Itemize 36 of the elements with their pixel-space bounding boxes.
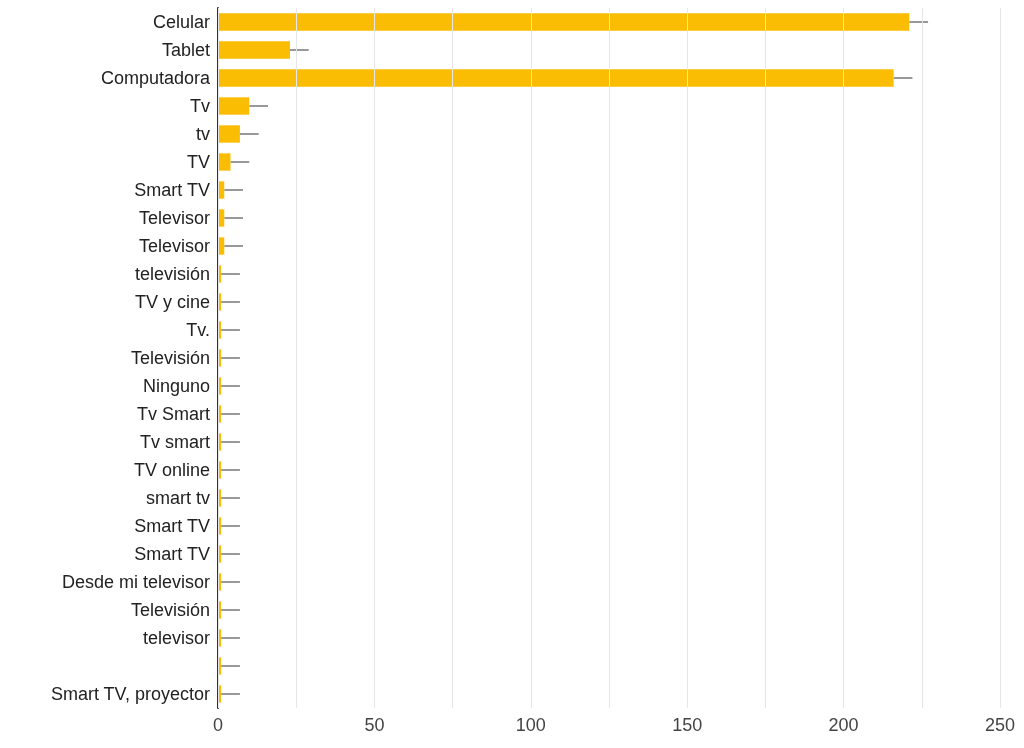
- x-tick-label: 100: [515, 715, 546, 735]
- y-tick-label: Celular: [152, 12, 210, 32]
- y-tick-label: Smart TV: [134, 544, 210, 564]
- y-tick-label: televisor: [142, 628, 210, 648]
- x-tick-label: 150: [672, 715, 703, 735]
- bar: [218, 97, 250, 115]
- y-tick-label: televisión: [134, 264, 210, 284]
- x-tick-label: 250: [984, 715, 1016, 735]
- bar: [218, 13, 910, 31]
- y-tick-label: Smart TV: [134, 180, 210, 200]
- y-tick-label: Tv Smart: [136, 404, 210, 424]
- y-tick-label: Computadora: [100, 68, 211, 88]
- y-tick-label: Smart TV, proyector: [50, 684, 210, 704]
- y-tick-label: tv: [195, 124, 210, 144]
- y-tick-label: smart tv: [145, 488, 210, 508]
- y-tick-label: TV online: [133, 460, 210, 480]
- y-tick-label: TV: [186, 152, 210, 172]
- bar: [218, 69, 894, 87]
- y-tick-label: Ninguno: [142, 376, 210, 396]
- y-tick-label: Smart TV: [134, 516, 210, 536]
- bar: [218, 153, 231, 171]
- y-tick-label: Tv smart: [140, 432, 210, 452]
- y-tick-label: Desde mi televisor: [61, 572, 210, 592]
- y-tick-label: Tv.: [186, 320, 210, 340]
- x-tick-label: 0: [212, 715, 224, 735]
- y-tick-label: Televisor: [138, 236, 210, 256]
- y-tick-label: Tv: [190, 96, 210, 116]
- bar: [218, 125, 240, 143]
- y-tick-label: Televisor: [138, 208, 210, 228]
- x-tick-label: 50: [364, 715, 385, 735]
- bar: [218, 41, 290, 59]
- x-tick-label: 200: [828, 715, 859, 735]
- y-tick-label: Televisión: [130, 600, 210, 620]
- y-tick-label: Tablet: [161, 40, 210, 60]
- y-tick-label: TV y cine: [134, 292, 210, 312]
- y-tick-label: Televisión: [130, 348, 210, 368]
